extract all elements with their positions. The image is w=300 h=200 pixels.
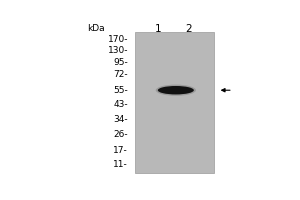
Text: 1: 1 (155, 24, 162, 34)
Text: 17-: 17- (113, 146, 128, 155)
Text: 11-: 11- (113, 160, 128, 169)
Ellipse shape (156, 85, 196, 96)
Text: 55-: 55- (113, 86, 128, 95)
Text: 2: 2 (185, 24, 192, 34)
Bar (135, 32, 214, 173)
Text: 26-: 26- (114, 130, 128, 139)
Text: 170-: 170- (108, 35, 128, 44)
Text: kDa: kDa (87, 24, 105, 33)
Text: 130-: 130- (108, 46, 128, 55)
Text: 72-: 72- (114, 70, 128, 79)
Text: 43-: 43- (114, 100, 128, 109)
Ellipse shape (158, 86, 194, 94)
Text: 34-: 34- (114, 115, 128, 124)
Text: 95-: 95- (113, 58, 128, 67)
